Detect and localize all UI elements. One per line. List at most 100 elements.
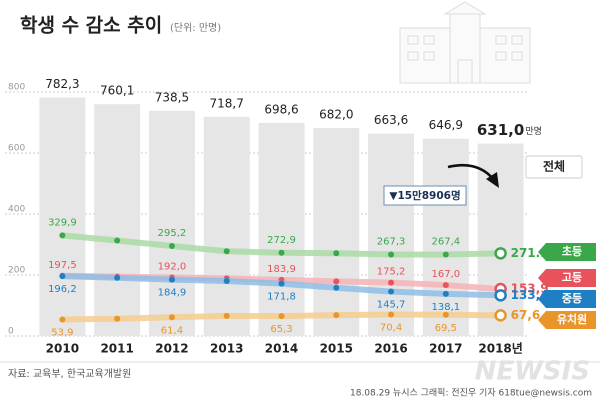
- point: [168, 314, 175, 321]
- point: [388, 311, 395, 318]
- legend-tag: [538, 311, 596, 329]
- point: [494, 309, 507, 322]
- point: [333, 312, 340, 319]
- credit: 18.08.29 뉴시스 그래픽: 전진우 기자 618tue@newsis.c…: [350, 388, 592, 399]
- point: [223, 248, 230, 255]
- unit-note: (단위: 만명): [170, 21, 221, 34]
- point: [494, 289, 507, 302]
- value-label: 167,0: [432, 269, 461, 280]
- bar: [258, 122, 305, 336]
- value-label: 184,9: [158, 288, 187, 299]
- y-tick-label: 400: [8, 205, 25, 215]
- bar-value-label: 682,0: [319, 107, 353, 121]
- point: [494, 247, 507, 260]
- point: [223, 277, 230, 284]
- x-tick-label: 2010: [46, 342, 79, 356]
- value-label: 65,3: [270, 324, 292, 335]
- point: [278, 313, 285, 320]
- point: [388, 251, 395, 258]
- value-label: 267,3: [377, 236, 406, 247]
- point: [333, 284, 340, 291]
- total-tag: [525, 155, 583, 179]
- bar: [313, 127, 360, 337]
- point: [168, 242, 175, 249]
- point: [442, 251, 449, 258]
- unit-label: 만명: [525, 126, 542, 137]
- annotation: ▼15만8906명: [389, 189, 460, 202]
- bar: [203, 116, 250, 336]
- value-label: 70,4: [380, 323, 402, 334]
- source: 자료: 교육부, 한국교육개발원: [8, 368, 131, 380]
- value-label: 171,8: [267, 292, 296, 303]
- x-tick-label: 2016: [374, 342, 407, 356]
- value-label: 272,9: [267, 235, 296, 246]
- legend-label: 고등: [562, 271, 582, 284]
- bar-value-label: 718,7: [210, 96, 244, 110]
- bar-value-label: 760,1: [100, 84, 134, 98]
- legend-label: 중등: [562, 292, 582, 305]
- x-tick-label: 2018년: [478, 342, 522, 356]
- bar-value-label: 738,5: [155, 90, 189, 104]
- value-label: 67,6: [511, 308, 541, 322]
- x-tick-label: 2015: [320, 342, 353, 356]
- legend-label: 초등: [562, 245, 582, 258]
- legend-label: 유치원: [557, 312, 587, 326]
- value-label: 183,9: [267, 264, 296, 275]
- point: [59, 316, 66, 323]
- point: [442, 282, 449, 289]
- total-label: 전체: [543, 159, 565, 174]
- value-label: 267,4: [432, 236, 461, 247]
- bar-value-label: 631,0: [477, 121, 524, 139]
- value-label: 192,0: [158, 261, 187, 272]
- point: [168, 276, 175, 283]
- point: [278, 249, 285, 256]
- value-label: 271.1: [511, 246, 549, 260]
- bar: [148, 110, 195, 336]
- x-tick-label: 2012: [155, 342, 188, 356]
- bar: [94, 104, 141, 337]
- bar-value-label: 782,3: [45, 77, 79, 91]
- bar-value-label: 646,9: [429, 118, 463, 132]
- bar: [368, 133, 415, 336]
- value-label: 175,2: [377, 267, 406, 278]
- bar: [477, 143, 524, 336]
- value-label: 196,2: [48, 284, 77, 295]
- point: [388, 288, 395, 295]
- y-tick-label: 0: [8, 327, 14, 337]
- bar-value-label: 663,6: [374, 113, 408, 127]
- value-label: 329,9: [48, 217, 77, 228]
- point: [388, 279, 395, 286]
- point: [114, 237, 121, 244]
- point: [442, 311, 449, 318]
- x-tick-label: 2013: [210, 342, 243, 356]
- point: [114, 274, 121, 281]
- point: [442, 290, 449, 297]
- plot: 0 200 400 600 800 782,3 2010 760,1 2011 738,5 2012…: [5, 77, 596, 356]
- value-label: 197,5: [48, 260, 77, 271]
- x-tick-label: 2017: [429, 342, 462, 356]
- point: [59, 273, 66, 280]
- point: [223, 312, 230, 319]
- point: [278, 280, 285, 287]
- y-tick-label: 600: [8, 144, 25, 154]
- arrow-head: [486, 172, 499, 188]
- x-tick-label: 2014: [265, 342, 298, 356]
- value-label: 69,5: [435, 323, 457, 334]
- point: [333, 278, 340, 285]
- value-label: 138,1: [432, 302, 461, 313]
- building-illustration: [399, 1, 531, 84]
- point: [114, 315, 121, 322]
- y-tick-label: 200: [8, 266, 25, 276]
- value-label: 53,9: [51, 328, 73, 339]
- watermark: NEWSIS: [475, 357, 590, 387]
- legend-tag: [538, 290, 596, 308]
- value-label: 145,7: [377, 300, 406, 311]
- bar: [39, 97, 86, 336]
- chart-title: 학생 수 감소 추이: [20, 15, 162, 37]
- y-tick-label: 800: [8, 83, 25, 93]
- value-label: 61,4: [161, 325, 183, 336]
- bar-value-label: 698,6: [264, 102, 298, 116]
- x-tick-label: 2011: [100, 342, 133, 356]
- value-label: 153,9: [511, 282, 549, 296]
